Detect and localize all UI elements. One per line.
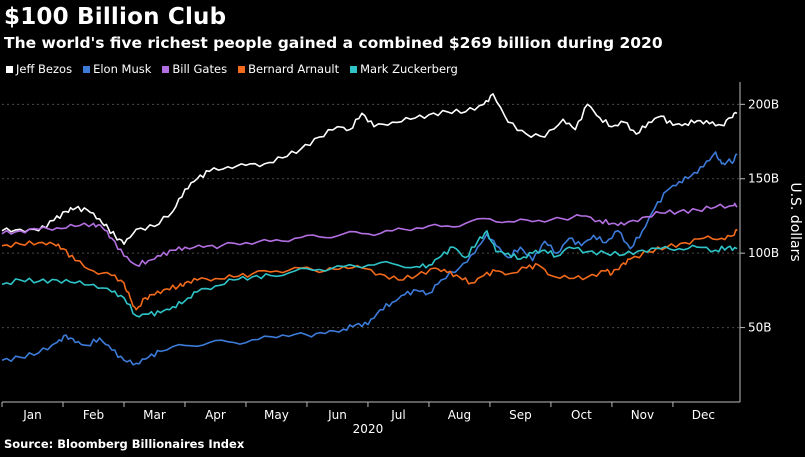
- y-tick-label: 100B: [748, 246, 779, 260]
- legend-swatch: [162, 65, 170, 73]
- legend-swatch: [238, 65, 246, 73]
- x-tick-label: Mar: [143, 408, 166, 422]
- x-tick-label: Nov: [631, 408, 654, 422]
- grid: [2, 103, 740, 329]
- x-tick-label: Feb: [83, 408, 104, 422]
- chart-title: $100 Billion Club: [4, 4, 227, 30]
- x-tick-label: Sep: [509, 408, 532, 422]
- legend-swatch: [350, 65, 358, 73]
- series-line-mark-zuckerberg: [1, 230, 738, 318]
- series-lines: [1, 93, 738, 366]
- legend-swatch: [6, 65, 13, 73]
- x-tick-label: Oct: [571, 408, 592, 422]
- x-tick-label: Apr: [205, 408, 226, 422]
- legend-item-mark-zuckerberg: Mark Zuckerberg: [350, 62, 458, 76]
- source-note: Source: Bloomberg Billionaires Index: [4, 437, 245, 451]
- legend-item-elon-musk: Elon Musk: [83, 62, 151, 76]
- chart-subtitle: The world's five richest people gained a…: [4, 34, 663, 52]
- x-tick-label: May: [264, 408, 289, 422]
- y-tick-label: 150B: [748, 172, 779, 186]
- legend-item-jeff-bezos: Jeff Bezos: [6, 62, 72, 76]
- legend-label: Bill Gates: [172, 62, 228, 76]
- x-axis-label: 2020: [353, 422, 384, 436]
- x-tick-label: Dec: [692, 408, 715, 422]
- legend-label: Elon Musk: [93, 62, 152, 76]
- x-tick-label: Jul: [390, 408, 405, 422]
- y-tick-label: 50B: [748, 321, 772, 335]
- legend-swatch: [83, 65, 91, 73]
- series-line-elon-musk: [1, 151, 738, 366]
- series-line-jeff-bezos: [1, 93, 738, 245]
- legend-item-bill-gates: Bill Gates: [162, 62, 227, 76]
- x-tick-label: Jun: [327, 408, 347, 422]
- x-tick-label: Aug: [448, 408, 471, 422]
- series-line-bill-gates: [1, 202, 738, 267]
- legend-label: Bernard Arnault: [248, 62, 340, 76]
- y-axis-label: U.S. dollars: [787, 182, 803, 261]
- x-tick-label: Jan: [22, 408, 42, 422]
- y-tick-label: 200B: [748, 97, 779, 111]
- series-line-bernard-arnault: [1, 228, 738, 311]
- legend-item-bernard-arnault: Bernard Arnault: [238, 62, 339, 76]
- legend-label: Jeff Bezos: [16, 62, 73, 76]
- legend-label: Mark Zuckerberg: [360, 62, 458, 76]
- legend: Jeff Bezos Elon Musk Bill Gates Bernard Arn…: [6, 62, 458, 76]
- axes: 50B 100B 150B 200B Jan Feb Mar Apr May Jun Jul Aug S…: [1, 82, 803, 436]
